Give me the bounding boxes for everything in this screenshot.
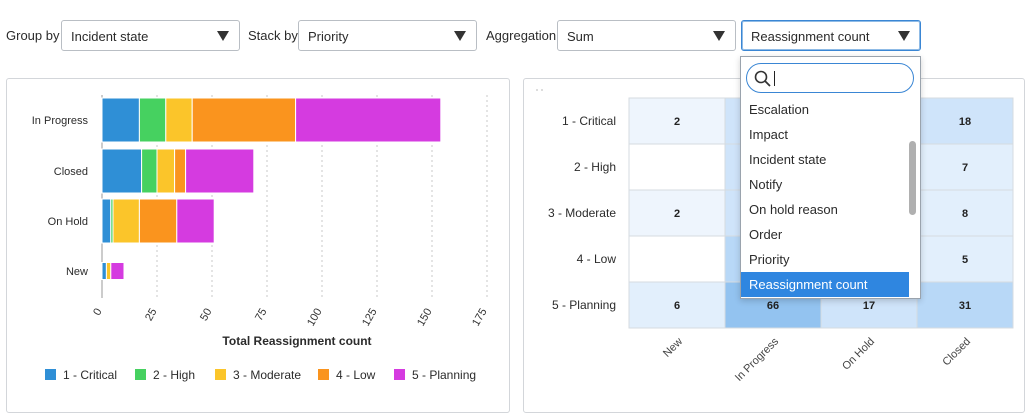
bar-segment [141,148,158,194]
x-tick-label: 150 [415,307,435,329]
bar-segment [101,262,107,280]
x-tick-label: 0 [91,307,104,318]
stack-by-label: Stack by [248,28,298,43]
bar-segment [105,262,112,280]
stack-by-select[interactable]: Priority [298,20,477,51]
chevron-down-icon [454,31,466,41]
x-tick-label: 100 [305,307,325,329]
dropdown-search-input[interactable] [746,63,914,93]
heat-cell-value: 18 [959,116,971,128]
row-label: 2 - High [574,160,616,174]
x-tick-label: 125 [360,307,380,329]
bar-chart-panel: In Progress Closed On Hold New 0 25 50 75 100 125… [6,78,510,413]
field-dropdown[interactable]: Escalation Impact Incident state Notify On h… [740,56,921,299]
column-label: On Hold [840,336,877,373]
field-value: Reassignment count [751,29,870,44]
legend-swatch [318,369,329,380]
row-label: 3 - Moderate [548,206,616,220]
heat-cell-value: 7 [962,162,968,174]
chevron-down-icon [217,31,229,41]
bar-segment [110,262,125,280]
heat-cell-value: 2 [674,208,680,220]
legend-swatch [215,369,226,380]
legend-label: 2 - High [153,368,195,382]
bar-segment [295,97,442,143]
heat-cell[interactable] [628,281,726,329]
dropdown-scrollbar-thumb[interactable] [909,141,916,215]
category-label: New [66,266,88,278]
chevron-down-icon [713,31,725,41]
column-label: Closed [940,336,973,369]
dropdown-item[interactable]: On hold reason [749,202,838,217]
heat-cell[interactable] [916,143,1014,191]
bar-segment [174,148,187,194]
dropdown-item[interactable]: Order [749,227,783,242]
legend-swatch [135,369,146,380]
dropdown-item[interactable]: Reassignment count [741,272,909,297]
x-tick-label: 75 [253,307,270,324]
bar-segment [185,148,255,194]
legend-label: 5 - Planning [412,368,476,382]
heat-cell[interactable] [628,143,726,191]
bar-segment [138,198,178,244]
aggregation-value: Sum [567,29,594,44]
bar-segment [101,97,140,143]
chevron-down-icon [898,31,910,41]
column-label: New [661,336,685,360]
heat-cell-value: 6 [674,300,680,312]
heat-cell[interactable] [916,97,1014,145]
heat-cell-value: 31 [959,300,971,312]
dropdown-item[interactable]: Escalation [749,102,809,117]
legend-label: 3 - Moderate [233,368,301,382]
legend-label: 1 - Critical [63,368,117,382]
stacked-bar-chart: In Progress Closed On Hold New 0 25 50 75 100 125… [32,95,490,382]
category-label: On Hold [48,216,88,228]
category-label: In Progress [32,115,89,127]
legend-label: 4 - Low [336,368,376,382]
row-label: 1 - Critical [562,114,616,128]
bar-segment [176,198,215,244]
bar-segment [101,198,112,244]
x-tick-label: 25 [143,307,160,324]
row-label: 5 - Planning [552,298,616,312]
x-tick-label: 175 [470,307,490,329]
aggregation-label: Aggregation [486,28,557,43]
bar-segment [138,97,167,143]
search-icon [754,70,771,87]
category-label: Closed [54,166,88,178]
dropdown-list: Escalation Impact Incident state Notify On h… [741,97,909,297]
heat-cell[interactable] [628,189,726,237]
group-by-select[interactable]: Incident state [61,20,240,51]
column-label: In Progress [733,335,782,384]
dropdown-item[interactable]: Notify [749,177,783,192]
heat-cell[interactable] [628,235,726,283]
bar-segment [165,97,193,143]
heat-cell-value: 2 [674,116,680,128]
heat-cell[interactable] [916,281,1014,329]
heat-cell-value: 8 [962,208,968,220]
field-select[interactable]: Reassignment count [741,20,921,51]
legend-swatch [45,369,56,380]
x-tick-label: 50 [198,307,215,324]
bar-segment [112,198,140,244]
heat-cell-value: 17 [863,300,875,312]
heat-cell-value: 5 [962,254,968,266]
aggregation-select[interactable]: Sum [557,20,736,51]
dropdown-item[interactable]: Incident state [749,152,827,167]
heat-cell-value: 66 [767,300,779,312]
row-label: 4 - Low [577,252,617,266]
bar-segment [191,97,297,143]
group-by-value: Incident state [71,29,149,44]
x-axis-title: Total Reassignment count [222,334,371,348]
dropdown-item[interactable]: Impact [749,127,789,142]
text-cursor [774,71,775,86]
dropdown-item[interactable]: Priority [749,252,790,267]
legend-swatch [394,369,405,380]
bar-segment [156,148,176,194]
stack-by-value: Priority [308,29,349,44]
group-by-label: Group by [6,28,60,43]
bar-segment [101,148,143,194]
